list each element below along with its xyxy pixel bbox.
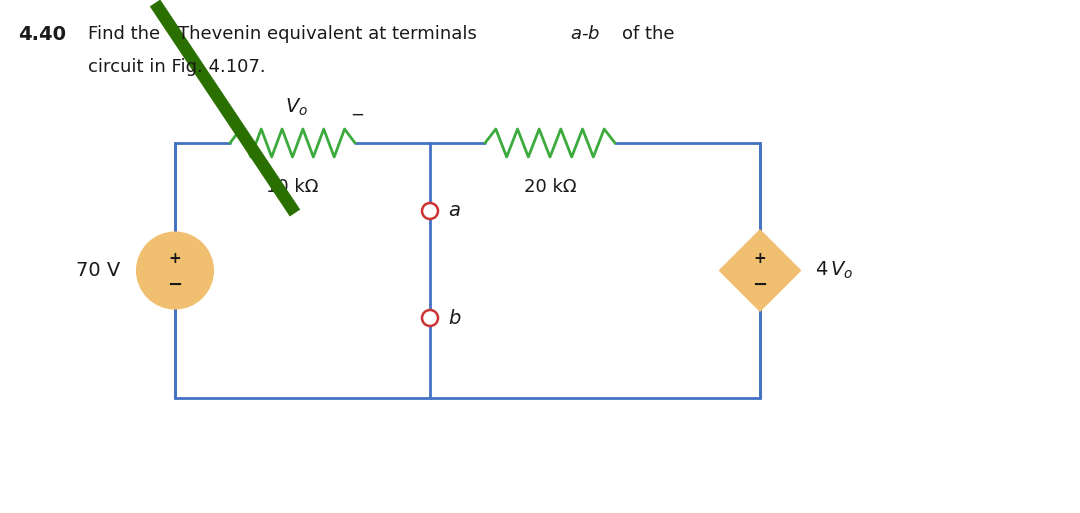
Text: $V_o$: $V_o$: [285, 96, 308, 117]
Text: −: −: [167, 275, 183, 293]
Text: circuit in Fig. 4.107.: circuit in Fig. 4.107.: [87, 58, 266, 76]
Circle shape: [422, 203, 438, 219]
Circle shape: [137, 232, 213, 308]
Text: 10 kΩ: 10 kΩ: [267, 178, 319, 196]
Text: of the: of the: [622, 25, 675, 43]
Text: b: b: [448, 308, 460, 327]
Text: a: a: [448, 202, 460, 221]
Text: Thevenin equivalent at terminals: Thevenin equivalent at terminals: [178, 25, 477, 43]
Circle shape: [422, 310, 438, 326]
Text: 70 V: 70 V: [76, 261, 120, 280]
Text: $a$-$b$: $a$-$b$: [570, 25, 600, 43]
Text: 4.40: 4.40: [18, 25, 66, 44]
Text: +: +: [168, 251, 181, 266]
Text: −: −: [350, 106, 364, 124]
Text: −: −: [753, 275, 768, 293]
Text: +: +: [221, 108, 234, 123]
Text: $4\,V_o$: $4\,V_o$: [815, 260, 853, 281]
Text: Find the: Find the: [87, 25, 160, 43]
Text: +: +: [754, 251, 767, 266]
Polygon shape: [720, 230, 800, 310]
Text: 20 kΩ: 20 kΩ: [524, 178, 577, 196]
